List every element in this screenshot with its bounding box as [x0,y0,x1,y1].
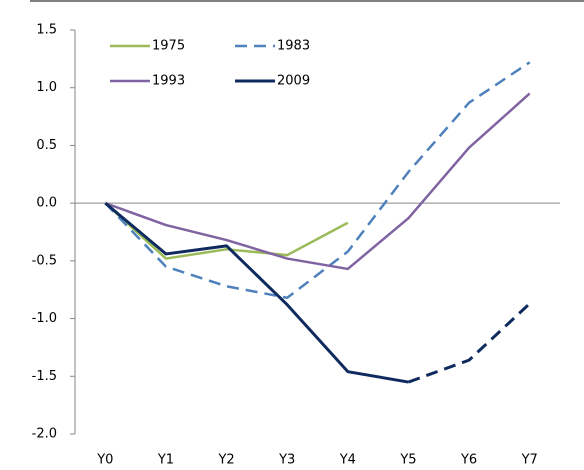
x-tick-label: Y7 [521,453,538,467]
y-tick-label: -1.5 [32,369,57,384]
series-line [104,201,409,384]
y-tick-label: 1.0 [36,80,57,95]
legend-label: 1993 [152,74,185,89]
x-tick-label: Y2 [217,453,234,467]
y-tick-label: -0.5 [32,253,57,268]
series-line [104,92,531,271]
x-tick-label: Y5 [399,453,416,467]
y-tick-label: -1.0 [32,311,57,326]
x-tick-label: Y1 [157,453,174,467]
legend-label: 2009 [277,74,310,89]
y-tick-label: 0.5 [36,138,57,153]
y-tick-label: 0.0 [36,196,57,211]
x-tick-label: Y0 [96,453,113,467]
series-line [407,302,531,384]
x-tick-label: Y4 [339,453,356,467]
legend-label: 1983 [277,39,310,54]
x-tick-label: Y3 [278,453,295,467]
y-tick-label: 1.5 [36,23,57,38]
series-line [104,202,349,260]
x-tick-label: Y6 [460,453,477,467]
legend-label: 1975 [152,39,185,54]
series-line [104,61,531,300]
y-tick-label: -2.0 [32,427,57,442]
